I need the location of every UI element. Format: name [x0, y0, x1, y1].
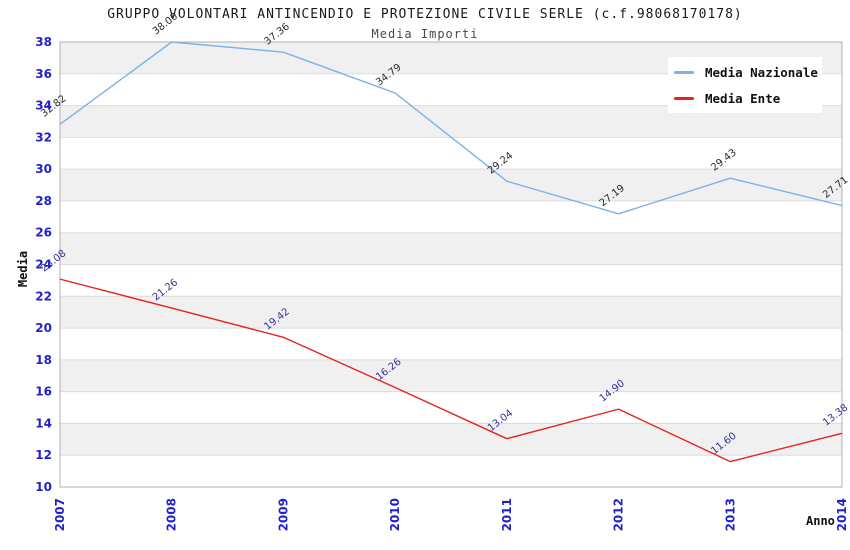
- y-tick-label-10: 10: [35, 480, 52, 494]
- chart-line-media-nazionale: [59, 41, 843, 215]
- y-axis-title: Media: [16, 250, 30, 288]
- x-tick-label-2007: 2007: [53, 498, 67, 531]
- plot-band: [60, 169, 842, 201]
- plot-border: [59, 41, 843, 488]
- y-tick-label-16: 16: [35, 385, 52, 399]
- plot-band: [60, 200, 842, 233]
- legend-label-media-ente: Media Ente: [705, 90, 781, 106]
- x-tick-label-2009: 2009: [276, 498, 290, 531]
- x-axis-title: Anno: [806, 514, 835, 528]
- x-tick-label-2014: 2014: [835, 498, 849, 531]
- y-tick-label-20: 20: [35, 321, 52, 335]
- y-tick-label-38: 38: [35, 35, 52, 49]
- plot-band: [60, 264, 842, 297]
- legend-item-media-nazionale: Media Nazionale: [674, 59, 822, 85]
- y-tick-label-28: 28: [35, 194, 52, 208]
- y-tick-label-30: 30: [35, 162, 52, 176]
- y-tick-label-24: 24: [35, 258, 52, 272]
- y-tick-label-12: 12: [35, 448, 52, 462]
- x-tick-label-2011: 2011: [500, 498, 514, 531]
- point-label-media-nazionale-2008: 38.00: [151, 11, 180, 37]
- y-tick-label-32: 32: [35, 130, 52, 144]
- plot-band: [60, 455, 842, 487]
- y-tick-label-36: 36: [35, 67, 52, 81]
- legend-label-media-nazionale: Media Nazionale: [705, 64, 818, 80]
- x-tick-label-2012: 2012: [612, 498, 626, 531]
- x-tick-label-2010: 2010: [388, 498, 402, 531]
- y-tick-label-18: 18: [35, 353, 52, 367]
- plot-band: [60, 328, 842, 360]
- legend-item-media-ente: Media Ente: [674, 85, 822, 111]
- chart-subtitle: Media Importi: [371, 27, 479, 41]
- chart-title: GRUPPO VOLONTARI ANTINCENDIO E PROTEZION…: [107, 7, 743, 22]
- y-tick-label-34: 34: [35, 99, 52, 113]
- legend-line-swatch-nazionale-icon: [674, 70, 694, 74]
- y-tick-label-26: 26: [35, 226, 52, 240]
- x-tick-label-2013: 2013: [723, 498, 737, 531]
- legend: Media Nazionale Media Ente: [668, 57, 822, 113]
- plot-band: [60, 296, 842, 329]
- plot-band: [60, 359, 842, 392]
- plot-band: [60, 137, 842, 170]
- chart-line-media-ente: [59, 278, 843, 463]
- y-tick-label-22: 22: [35, 289, 52, 303]
- x-tick-label-2008: 2008: [165, 498, 179, 531]
- plot-band: [60, 423, 842, 456]
- plot-band: [60, 232, 842, 265]
- legend-line-swatch-ente-icon: [674, 96, 694, 100]
- plot-band: [60, 391, 842, 424]
- y-tick-label-14: 14: [35, 416, 52, 430]
